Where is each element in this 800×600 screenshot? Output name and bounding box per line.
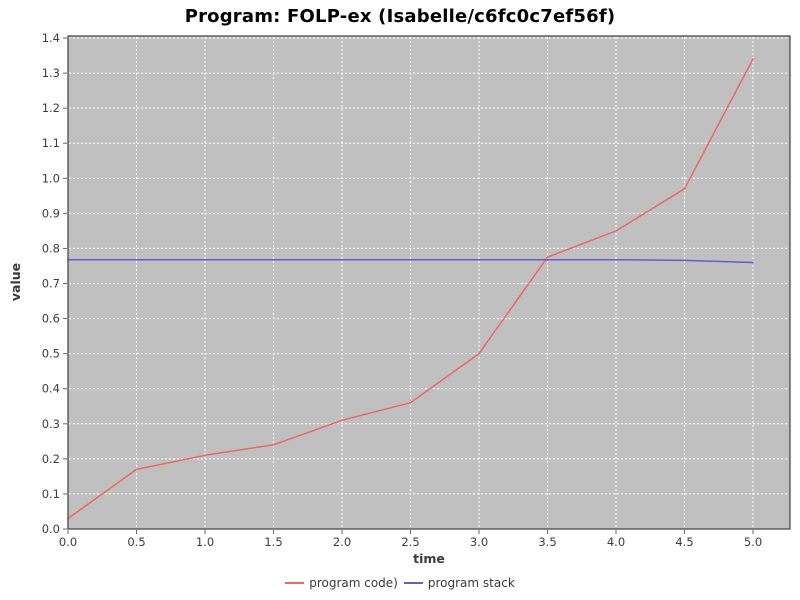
y-tick-label: 1.0 — [42, 171, 60, 185]
y-tick-label: 0.9 — [42, 206, 60, 220]
y-tick-label: 0.5 — [42, 347, 60, 361]
legend: program code) program stack — [0, 576, 800, 590]
y-tick-label: 0.4 — [42, 382, 60, 396]
x-tick-label: 3.5 — [538, 535, 556, 549]
y-tick-label: 0.2 — [42, 452, 60, 466]
plot-background — [68, 36, 790, 529]
y-tick-label: 0.0 — [42, 522, 60, 536]
y-tick-label: 0.1 — [42, 487, 60, 501]
legend-line-swatch — [403, 582, 423, 584]
plot-border — [67, 35, 791, 530]
y-tick-label: 0.8 — [42, 241, 60, 255]
y-tick-label: 0.3 — [42, 417, 60, 431]
x-tick-label: 4.0 — [607, 535, 625, 549]
x-tick-label: 0.5 — [127, 535, 145, 549]
series-line-program-code — [67, 58, 754, 520]
y-tick-label: 1.4 — [42, 31, 60, 45]
legend-label: program stack — [427, 576, 515, 590]
x-tick-label: 2.5 — [401, 535, 419, 549]
x-tick-label: 2.0 — [333, 535, 351, 549]
legend-line-swatch — [285, 582, 305, 584]
x-tick-label: 1.5 — [264, 535, 282, 549]
legend-item-program-stack: program stack — [403, 576, 515, 590]
x-tick-label: 4.5 — [675, 535, 693, 549]
x-tick-label: 3.0 — [470, 535, 488, 549]
x-tick-label: 5.0 — [744, 535, 762, 549]
y-tick-label: 0.6 — [42, 312, 60, 326]
legend-item-program-code: program code) — [285, 576, 398, 590]
x-axis-label: time — [413, 551, 445, 566]
y-tick-label: 1.1 — [42, 136, 60, 150]
chart-title: Program: FOLP-ex (Isabelle/c6fc0c7ef56f) — [184, 6, 616, 27]
y-axis-ticks: 0.0 0.1 0.2 0.3 0.4 0.5 0.6 0.7 0.8 0.9 1.0 1.1 1.2 1… — [42, 31, 67, 536]
y-axis-label: value — [8, 262, 23, 302]
legend-label: program code) — [309, 576, 398, 590]
x-tick-label: 0.0 — [59, 535, 77, 549]
x-tick-label: 1.0 — [196, 535, 214, 549]
x-axis-ticks: 0.0 0.5 1.0 1.5 2.0 2.5 3.0 3.5 4.0 4.5 5.0 — [59, 530, 762, 549]
y-tick-label: 1.3 — [42, 66, 60, 80]
y-tick-label: 1.2 — [42, 101, 60, 115]
y-tick-label: 0.7 — [42, 277, 60, 291]
series-line-program-stack — [67, 258, 754, 264]
